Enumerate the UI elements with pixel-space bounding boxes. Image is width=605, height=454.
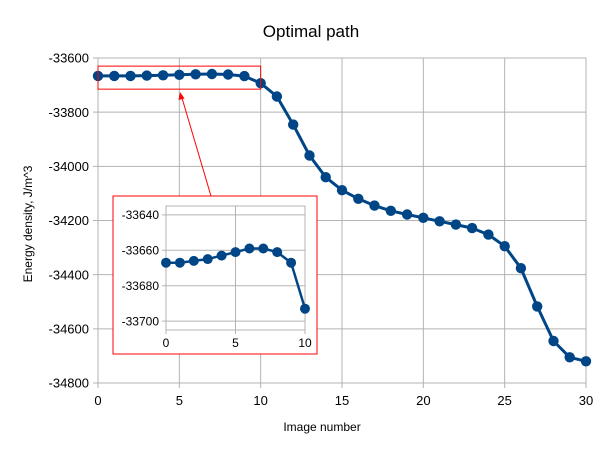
chart-title: Optimal path — [263, 22, 359, 41]
main-x-tick-label: 30 — [579, 393, 593, 408]
zoom-arrow-line — [181, 97, 212, 197]
inset-data-point — [174, 257, 185, 268]
inset-frame — [165, 205, 306, 331]
inset-border — [112, 195, 318, 355]
main-data-point — [564, 352, 575, 363]
inset-data-point — [272, 247, 283, 258]
main-data-point — [141, 70, 152, 81]
inset-y-tick-label: -33640 — [122, 208, 160, 222]
main-data-point — [157, 70, 169, 81]
main-frame — [97, 57, 587, 384]
inset-data-point — [286, 257, 297, 268]
main-y-tick-label: -33600 — [49, 51, 89, 66]
main-data-point — [385, 205, 396, 216]
main-data-point — [499, 241, 510, 252]
main-data-point — [532, 301, 543, 312]
inset-y-tick-label: -33700 — [122, 314, 160, 328]
main-x-tick-label: 25 — [497, 393, 511, 408]
main-data-point — [580, 356, 592, 367]
x-axis-label: Image number — [283, 420, 360, 434]
inset-data-point — [202, 254, 213, 265]
y-axis-label: Energy density, J/m^3 — [21, 165, 35, 282]
inset-x-tick-label: 10 — [298, 336, 312, 350]
main-data-point — [515, 263, 527, 274]
main-data-point — [548, 335, 559, 347]
main-data-point — [190, 69, 201, 80]
inset-data-point — [230, 247, 241, 258]
main-data-point — [483, 229, 494, 240]
inset-data-point — [161, 257, 171, 268]
inset-data-point — [216, 250, 227, 261]
main-data-point — [304, 150, 315, 161]
main-y-tick-label: -34400 — [49, 267, 89, 282]
main-data-point — [239, 70, 250, 82]
main-data-point — [369, 200, 380, 211]
inset-plot-area: 0 5 10 -33640 -33660 -33680 -33700 — [112, 195, 318, 355]
main-y-tick-label: -34000 — [49, 159, 89, 174]
main-x-tick-label: 10 — [253, 393, 267, 408]
main-x-tick-label: 15 — [335, 393, 349, 408]
main-data-point — [222, 69, 234, 80]
main-data-point — [288, 119, 299, 130]
main-data-point — [418, 212, 429, 223]
zoom-arrow-head — [178, 92, 185, 100]
main-data-point — [353, 193, 364, 204]
main-data-point — [466, 222, 478, 234]
main-data-point — [174, 69, 185, 81]
main-y-tick-label: -34600 — [49, 322, 89, 337]
inset-data-point — [188, 255, 199, 266]
main-data-point — [434, 216, 445, 227]
main-y-tick-label: -34800 — [49, 376, 89, 391]
main-data-point — [450, 219, 462, 230]
main-data-point — [206, 68, 218, 80]
main-y-tick-label: -34200 — [49, 213, 89, 228]
zoom-annotation — [97, 65, 262, 197]
inset-data-point — [258, 243, 269, 254]
main-data-point — [320, 172, 331, 183]
inset-y-tick-label: -33660 — [122, 244, 160, 258]
inset-data-point — [244, 243, 255, 254]
zoom-region-box — [97, 65, 262, 90]
main-plot-area: 0 5 10 15 20 25 30 -33600 -33800 -34000 -34200 -344… — [49, 51, 594, 408]
main-data-point — [125, 70, 136, 82]
main-data-point — [336, 185, 348, 196]
inset-x-tick-label: 5 — [232, 336, 239, 350]
main-x-tick-label: 0 — [94, 393, 101, 408]
main-x-tick-label: 20 — [416, 393, 430, 408]
inset-x-tick-label: 0 — [163, 336, 170, 350]
main-data-point — [401, 209, 413, 220]
main-x-tick-label: 5 — [176, 393, 183, 408]
inset-y-tick-label: -33680 — [122, 279, 160, 293]
inset-data-point — [300, 303, 310, 314]
main-y-tick-label: -33800 — [49, 105, 89, 120]
main-data-point — [109, 70, 120, 82]
main-data-point — [271, 91, 283, 102]
